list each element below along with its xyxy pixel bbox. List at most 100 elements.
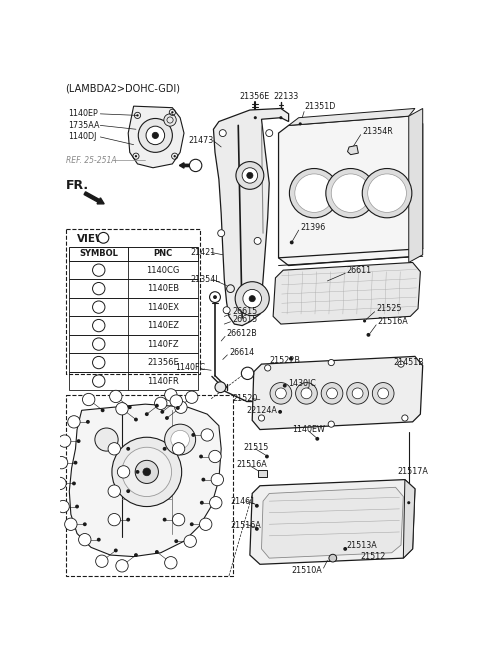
Text: g: g <box>96 377 101 385</box>
Circle shape <box>136 114 139 117</box>
Text: b: b <box>188 538 192 544</box>
Circle shape <box>235 282 269 315</box>
Text: 21396: 21396 <box>300 222 325 232</box>
Circle shape <box>266 129 273 137</box>
Circle shape <box>301 388 312 399</box>
Circle shape <box>247 172 253 179</box>
Circle shape <box>138 119 172 152</box>
Circle shape <box>265 455 269 459</box>
Circle shape <box>152 132 158 139</box>
Text: 26612B: 26612B <box>227 329 257 338</box>
Text: SYMBOL: SYMBOL <box>79 249 118 259</box>
Circle shape <box>101 409 105 412</box>
Circle shape <box>326 388 337 399</box>
Circle shape <box>112 437 181 507</box>
Circle shape <box>190 522 194 526</box>
Circle shape <box>254 238 261 244</box>
Text: g: g <box>158 401 163 407</box>
Circle shape <box>174 539 178 543</box>
Circle shape <box>200 518 212 531</box>
Text: 22133: 22133 <box>273 92 299 100</box>
Circle shape <box>296 383 317 404</box>
Circle shape <box>163 517 167 521</box>
Bar <box>69 298 198 316</box>
Polygon shape <box>403 480 415 558</box>
Text: 1430JC: 1430JC <box>288 379 316 388</box>
Text: FR.: FR. <box>66 179 89 192</box>
Circle shape <box>290 240 294 244</box>
Circle shape <box>186 391 198 403</box>
Text: e: e <box>96 340 101 348</box>
Circle shape <box>211 473 224 486</box>
Circle shape <box>116 560 128 572</box>
Circle shape <box>347 383 369 404</box>
Circle shape <box>135 155 137 157</box>
Circle shape <box>215 381 226 393</box>
Circle shape <box>109 390 122 403</box>
Circle shape <box>363 319 366 323</box>
Text: b: b <box>176 446 181 452</box>
Circle shape <box>192 433 195 437</box>
Circle shape <box>146 126 165 145</box>
Text: 21513A: 21513A <box>347 541 377 550</box>
Circle shape <box>176 406 180 410</box>
Circle shape <box>172 513 185 526</box>
Circle shape <box>55 457 68 469</box>
Circle shape <box>116 403 128 415</box>
Text: a: a <box>72 419 76 425</box>
Text: A: A <box>100 234 107 242</box>
Text: 1140EW: 1140EW <box>292 425 325 434</box>
Text: 21515: 21515 <box>243 443 268 451</box>
Text: 1140EB: 1140EB <box>147 284 179 293</box>
Circle shape <box>93 264 105 277</box>
Text: 21473: 21473 <box>188 137 214 145</box>
Circle shape <box>343 547 347 551</box>
Circle shape <box>143 468 151 476</box>
Circle shape <box>155 550 159 554</box>
Text: REF. 25-251A: REF. 25-251A <box>66 156 117 164</box>
Text: b: b <box>58 480 62 486</box>
Circle shape <box>315 437 319 441</box>
Polygon shape <box>409 108 423 263</box>
Polygon shape <box>262 487 403 558</box>
Circle shape <box>213 295 217 299</box>
Text: PNC: PNC <box>154 249 173 259</box>
Text: b: b <box>176 517 181 523</box>
Circle shape <box>242 168 258 183</box>
Bar <box>69 279 198 298</box>
Circle shape <box>278 410 282 414</box>
Circle shape <box>219 129 226 137</box>
Circle shape <box>254 116 257 119</box>
Circle shape <box>199 455 203 459</box>
Circle shape <box>184 535 196 547</box>
Circle shape <box>378 388 389 399</box>
Polygon shape <box>348 145 359 154</box>
Circle shape <box>174 155 176 157</box>
Circle shape <box>155 404 159 408</box>
Text: b: b <box>215 477 219 482</box>
Circle shape <box>372 383 394 404</box>
Text: f: f <box>191 394 193 400</box>
FancyArrow shape <box>84 192 104 204</box>
Text: b: b <box>86 397 91 403</box>
Circle shape <box>321 383 343 404</box>
Circle shape <box>202 478 205 482</box>
Circle shape <box>77 439 81 443</box>
Circle shape <box>134 418 138 422</box>
Text: 21516A: 21516A <box>237 460 267 469</box>
Circle shape <box>209 450 221 463</box>
Circle shape <box>210 292 220 302</box>
Circle shape <box>114 548 118 552</box>
Polygon shape <box>128 106 184 168</box>
Bar <box>66 230 200 374</box>
Circle shape <box>172 443 185 455</box>
Text: b: b <box>112 488 117 494</box>
Bar <box>69 261 198 279</box>
Text: 1140DJ: 1140DJ <box>68 133 96 141</box>
Circle shape <box>283 383 287 387</box>
Circle shape <box>93 301 105 314</box>
Circle shape <box>243 289 262 308</box>
Circle shape <box>68 416 80 428</box>
Bar <box>258 470 267 477</box>
Circle shape <box>72 482 76 485</box>
